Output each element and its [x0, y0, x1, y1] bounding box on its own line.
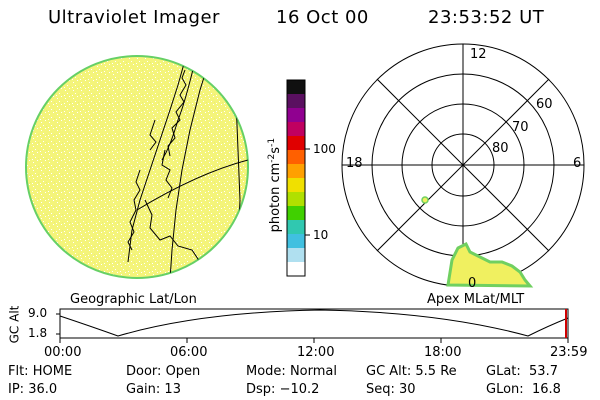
geographic-panel-label: Geographic Lat/Lon [70, 292, 197, 307]
mlt-label-midnight: 0 [468, 276, 477, 291]
colorbar-band [287, 108, 305, 123]
timeline-x-tick-0000: 00:00 [44, 345, 82, 360]
colorbar-band [287, 150, 305, 165]
timeline-y-axis-label: GC Alt [7, 305, 22, 344]
mlt-label-dawn: 6 [573, 156, 582, 171]
auroral-emission [421, 196, 534, 288]
colorbar-band [287, 178, 305, 193]
colorbar-band [287, 248, 305, 263]
mlat-label-80: 80 [492, 141, 509, 156]
timeline-plot [56, 308, 569, 343]
geographic-globe [25, 55, 249, 279]
mlat-label-60: 60 [536, 97, 553, 112]
status-door: Door: Open [126, 364, 201, 379]
status-dsp: Dsp: −10.2 [246, 382, 320, 397]
instrument-title: Ultraviolet Imager [48, 7, 220, 28]
colorbar-band [287, 234, 305, 249]
colorbar-band [287, 164, 305, 179]
timeline-x-tick-1200: 12:00 [297, 345, 335, 360]
colorbar-band [287, 80, 305, 95]
mlt-label-noon: 12 [470, 47, 487, 62]
status-glon: GLon: 16.8 [486, 382, 561, 397]
colorbar-band [287, 220, 305, 235]
observation-date: 16 Oct 00 [276, 7, 369, 28]
timeline-x-tick-1800: 18:00 [424, 345, 462, 360]
colorbar-band [287, 94, 305, 109]
intensity-colorbar [286, 79, 310, 277]
colorbar-tick-10: 10 [313, 228, 329, 242]
timeline-y-tick-max: 9.0 [28, 306, 48, 320]
timeline-x-tick-0600: 06:00 [170, 345, 208, 360]
colorbar-tick-100: 100 [313, 142, 336, 156]
status-glat: GLat: 53.7 [486, 364, 558, 379]
colorbar-band [287, 192, 305, 207]
observation-time: 23:53:52 UT [428, 7, 545, 28]
status-mode: Mode: Normal [246, 364, 337, 379]
mlt-label-dusk: 18 [346, 156, 363, 171]
colorbar-band [287, 262, 305, 277]
colorbar-band [287, 206, 305, 221]
mlat-label-70: 70 [512, 120, 529, 135]
status-gain: Gain: 13 [126, 382, 181, 397]
status-seq: Seq: 30 [366, 382, 416, 397]
timeline-x-tick-2359: 23:59 [550, 345, 588, 360]
status-flight: Flt: HOME [8, 364, 73, 379]
timeline-y-tick-min: 1.8 [28, 326, 48, 340]
colorbar-unit-label: photon cm-2s-1 [266, 137, 284, 233]
polar-panel-label: Apex MLat/MLT [427, 292, 525, 307]
colorbar-band [287, 136, 305, 151]
colorbar-band [287, 122, 305, 137]
status-gc-alt: GC Alt: 5.5 Re [366, 364, 457, 379]
status-ip: IP: 36.0 [8, 382, 58, 397]
